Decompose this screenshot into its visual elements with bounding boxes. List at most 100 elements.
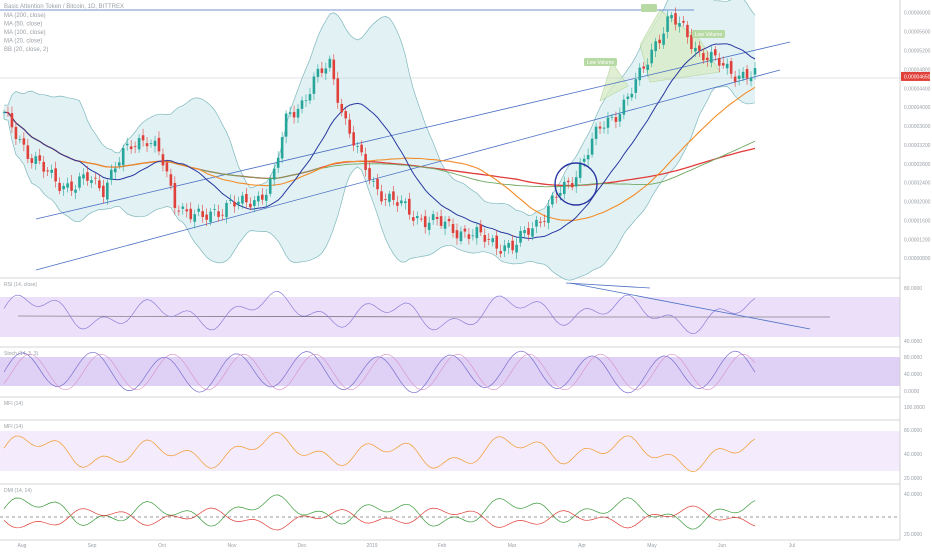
candle-body <box>308 94 312 101</box>
candle-body <box>388 193 391 202</box>
indicator-signal-line <box>3 353 756 391</box>
pane-title: Stoch (14, 3, 3) <box>4 351 39 357</box>
candle-body <box>165 162 169 172</box>
pane-tick-label: 40.0000 <box>904 339 922 345</box>
indicator-line <box>3 350 756 394</box>
candle-body <box>737 75 741 79</box>
candle-body <box>392 191 395 200</box>
candle-body <box>515 244 518 253</box>
candle-body <box>66 183 69 188</box>
candle-body <box>535 219 538 227</box>
candle-body <box>495 235 499 249</box>
candle-body <box>753 68 757 75</box>
time-tick-label: Oct <box>158 543 166 549</box>
candle-body <box>408 198 411 215</box>
candle-body <box>380 191 383 202</box>
candle-body <box>237 201 240 205</box>
candle-body <box>42 161 46 172</box>
candle-body <box>547 205 550 223</box>
candle-body <box>86 172 89 181</box>
candle-body <box>717 58 721 66</box>
candle-body <box>539 221 542 223</box>
time-tick-label: Aug <box>18 543 27 549</box>
candle-body <box>193 214 197 222</box>
annotation-box <box>641 4 657 12</box>
candle-body <box>161 154 165 166</box>
annotation-label: Low Volume <box>695 32 722 38</box>
candle-body <box>280 137 284 159</box>
candle-body <box>38 155 42 161</box>
candle-body <box>209 211 212 223</box>
last-price-label: 0.00004650 <box>904 74 931 80</box>
candle-body <box>622 99 626 115</box>
candle-body <box>479 224 483 233</box>
time-tick-label: Dec <box>298 543 307 549</box>
candle-body <box>483 235 487 242</box>
candle-body <box>177 210 181 212</box>
candle-body <box>733 76 737 82</box>
time-tick-label: Jun <box>718 543 726 549</box>
candle-body <box>233 201 236 207</box>
price-tick-label: 0.00004400 <box>904 86 931 92</box>
candle-body <box>113 168 117 173</box>
candle-body <box>292 112 296 118</box>
candle-body <box>257 195 260 202</box>
candle-body <box>511 240 514 251</box>
candle-body <box>106 182 109 200</box>
candle-body <box>70 181 73 191</box>
candle-body <box>566 180 570 183</box>
candle-body <box>133 146 137 148</box>
candle-body <box>10 113 14 128</box>
candle-body <box>435 216 439 219</box>
candle-body <box>527 228 530 235</box>
candle-body <box>690 34 693 50</box>
trendline-channel-lower <box>35 69 781 271</box>
candle-body <box>618 114 622 122</box>
candle-body <box>439 216 443 226</box>
candle-body <box>181 206 185 209</box>
candle-body <box>666 16 669 32</box>
candle-body <box>241 195 244 204</box>
legend-entry: BB (20, close, 2) <box>4 47 48 53</box>
pane-tick-label: 20.0000 <box>904 476 922 482</box>
candle-body <box>491 238 495 243</box>
candle-body <box>249 203 252 208</box>
candle-body <box>427 222 431 230</box>
pattern-left-shoulder <box>599 61 629 102</box>
candle-body <box>2 112 6 114</box>
candle-body <box>125 143 129 146</box>
legend-entry: MA (20, close) <box>4 39 42 45</box>
candle-body <box>129 146 133 150</box>
candle-body <box>574 177 578 187</box>
candle-body <box>698 45 701 51</box>
candle-body <box>34 156 38 164</box>
candle-body <box>682 20 685 23</box>
candle-body <box>18 138 22 140</box>
candle-body <box>562 181 566 195</box>
chart-title: Basic Attention Token / Bitcoin, 1D, BIT… <box>4 4 124 10</box>
price-tick-label: 0.00003200 <box>904 143 931 149</box>
candle-body <box>507 243 510 248</box>
annotation-label: Low Volume <box>587 60 614 66</box>
candle-body <box>662 33 665 45</box>
candle-body <box>670 15 673 19</box>
pane-title: DMI (14, 14) <box>4 488 32 494</box>
candle-body <box>745 69 749 79</box>
highlight-circle <box>554 162 598 206</box>
candle-body <box>276 157 280 168</box>
candle-body <box>300 100 304 109</box>
time-tick-label: 2019 <box>366 543 377 549</box>
price-tick-label: 0.00000800 <box>904 256 931 262</box>
price-tick-label: 0.00001600 <box>904 218 931 224</box>
main-price-pane: Low Volume Low Volume <box>0 0 900 281</box>
candle-body <box>725 63 729 69</box>
candle-body <box>396 202 399 206</box>
candle-body <box>598 126 602 129</box>
candle-body <box>606 117 610 128</box>
candle-body <box>384 199 387 201</box>
candle-body <box>400 200 403 204</box>
candle-body <box>658 39 661 44</box>
candle-body <box>590 138 594 155</box>
candle-body <box>423 216 427 228</box>
pane-reference-line <box>17 315 830 318</box>
